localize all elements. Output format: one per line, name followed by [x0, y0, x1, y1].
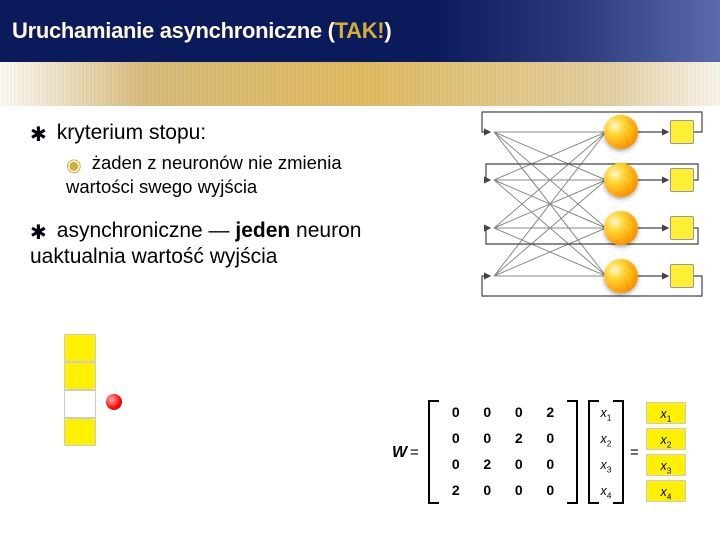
sub-bullet-icon: ◉ [66, 155, 82, 175]
vec1-0: x1 [588, 406, 624, 423]
output-box-2 [670, 168, 694, 192]
equals-1: = [410, 444, 419, 461]
output-box-4 [670, 264, 694, 288]
matrix-row-2: 0200 [428, 456, 578, 472]
network-diagram [476, 108, 706, 308]
title-text-b: ) [384, 18, 391, 43]
vec1-1: x2 [588, 432, 624, 449]
bullet-icon: ✱ [30, 222, 47, 244]
neuron-2 [604, 163, 638, 197]
equals-2: = [630, 444, 639, 461]
bullet-2-text-a: asynchroniczne — [57, 219, 236, 242]
neuron-4 [604, 259, 638, 293]
output-box-1 [670, 120, 694, 144]
bullet-icon: ✱ [30, 124, 47, 146]
weight-matrix: 0002 0020 0200 2000 [428, 400, 578, 504]
vec2-1: x2 [646, 428, 686, 450]
bullet-2-bold: jeden [235, 219, 290, 242]
neuron-3 [604, 211, 638, 245]
state-box-4 [64, 418, 96, 446]
output-box-3 [670, 216, 694, 240]
slide-title: Uruchamianie asynchroniczne (TAK!) [12, 18, 391, 44]
title-tak: TAK! [335, 18, 385, 43]
bullet-1-text: kryterium stopu: [57, 121, 206, 144]
vec2-3: x4 [646, 480, 686, 502]
sub-bullet-1-text: żaden z neuronów nie zmienia wartości sw… [66, 152, 342, 197]
state-box-2 [64, 362, 96, 390]
matrix-row-3: 2000 [428, 482, 578, 498]
title-bar: Uruchamianie asynchroniczne (TAK!) [0, 0, 720, 62]
matrix-row-1: 0020 [428, 430, 578, 446]
state-box-1 [64, 334, 96, 362]
matrix-row-0: 0002 [428, 404, 578, 420]
vec2-0: x1 [646, 402, 686, 424]
output-vector: x1 x2 x3 x4 [646, 400, 686, 504]
selection-dot-icon [106, 394, 122, 410]
neuron-1 [604, 115, 638, 149]
title-text-a: Uruchamianie asynchroniczne ( [12, 18, 335, 43]
vec1-3: x4 [588, 484, 624, 501]
texture-band [0, 62, 720, 106]
matrix-equation: W = 0002 0020 0200 2000 x1 x2 x3 x4 = x1… [392, 400, 702, 520]
bullet-2: ✱asynchroniczne — jeden neuron uaktualni… [30, 218, 400, 271]
state-box-3 [64, 390, 96, 418]
vec2-2: x3 [646, 454, 686, 476]
vec1-2: x3 [588, 458, 624, 475]
input-vector: x1 x2 x3 x4 [588, 400, 624, 504]
matrix-label: W [392, 444, 407, 462]
state-vector-boxes [64, 334, 134, 446]
sub-bullet-1: ◉żaden z neuronów nie zmienia wartości s… [66, 151, 406, 198]
